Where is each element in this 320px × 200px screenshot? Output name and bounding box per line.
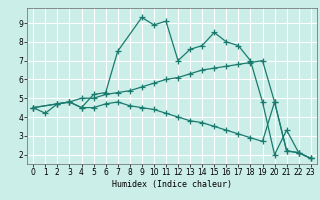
X-axis label: Humidex (Indice chaleur): Humidex (Indice chaleur) bbox=[112, 180, 232, 189]
